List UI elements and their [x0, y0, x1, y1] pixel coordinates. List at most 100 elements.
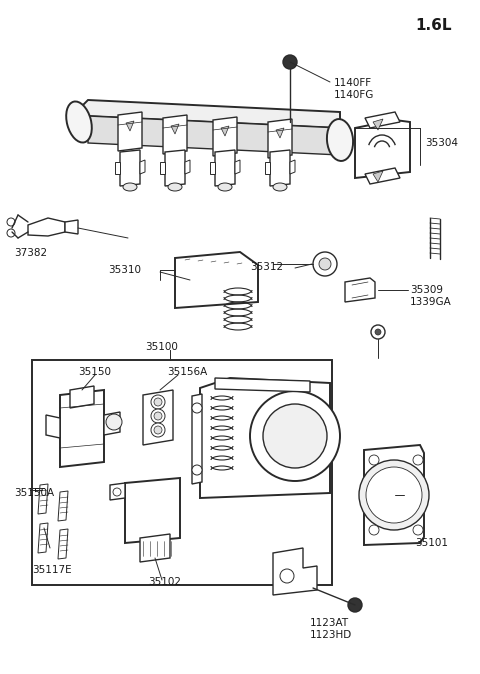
Polygon shape	[70, 386, 94, 408]
Polygon shape	[60, 390, 104, 467]
Ellipse shape	[273, 183, 287, 191]
Polygon shape	[46, 415, 60, 438]
Polygon shape	[38, 523, 48, 553]
Polygon shape	[213, 117, 237, 156]
Text: 35150: 35150	[78, 367, 111, 377]
Polygon shape	[58, 491, 68, 521]
Polygon shape	[221, 126, 229, 136]
Polygon shape	[345, 278, 375, 302]
Polygon shape	[140, 160, 145, 174]
Polygon shape	[126, 121, 134, 131]
Polygon shape	[268, 119, 292, 158]
Polygon shape	[290, 160, 295, 174]
Circle shape	[371, 325, 385, 339]
Text: 35312: 35312	[250, 262, 283, 272]
Circle shape	[151, 423, 165, 437]
Ellipse shape	[218, 183, 232, 191]
Circle shape	[154, 426, 162, 434]
Circle shape	[154, 398, 162, 406]
Polygon shape	[175, 252, 258, 308]
Circle shape	[413, 525, 423, 535]
Circle shape	[280, 569, 294, 583]
Ellipse shape	[327, 119, 353, 161]
Polygon shape	[215, 150, 235, 186]
Polygon shape	[215, 378, 310, 392]
Circle shape	[283, 55, 297, 69]
Text: 37382: 37382	[14, 248, 47, 258]
Text: 35102: 35102	[148, 577, 181, 587]
Circle shape	[106, 414, 122, 430]
Text: 1140FG: 1140FG	[334, 90, 374, 100]
Circle shape	[313, 252, 337, 276]
Circle shape	[7, 229, 15, 237]
Circle shape	[375, 329, 381, 335]
Polygon shape	[118, 112, 142, 151]
Polygon shape	[192, 394, 202, 484]
Polygon shape	[88, 116, 340, 155]
Polygon shape	[364, 445, 424, 545]
Polygon shape	[200, 378, 330, 498]
Polygon shape	[70, 100, 340, 128]
Text: 35304: 35304	[425, 138, 458, 148]
Circle shape	[154, 412, 162, 420]
Text: 1.6L: 1.6L	[415, 18, 452, 33]
Circle shape	[369, 455, 379, 465]
Text: 35101: 35101	[415, 538, 448, 548]
Circle shape	[413, 455, 423, 465]
Circle shape	[113, 488, 121, 496]
Circle shape	[151, 395, 165, 409]
Circle shape	[263, 404, 327, 468]
Polygon shape	[210, 162, 215, 174]
Text: 1140FF: 1140FF	[334, 78, 372, 88]
Polygon shape	[235, 160, 240, 174]
Text: 1123HD: 1123HD	[310, 630, 352, 640]
Circle shape	[151, 409, 165, 423]
Polygon shape	[365, 112, 400, 128]
Polygon shape	[185, 160, 190, 174]
Polygon shape	[273, 548, 317, 595]
Polygon shape	[355, 120, 410, 178]
Polygon shape	[276, 128, 284, 138]
Text: 35309: 35309	[410, 285, 443, 295]
Circle shape	[348, 598, 362, 612]
Circle shape	[7, 218, 15, 226]
Ellipse shape	[168, 183, 182, 191]
Polygon shape	[160, 162, 165, 174]
Text: 35117E: 35117E	[32, 565, 72, 575]
Text: 35100: 35100	[145, 342, 178, 352]
Bar	[32, 360, 332, 585]
Polygon shape	[140, 534, 170, 562]
Polygon shape	[265, 162, 270, 174]
Polygon shape	[143, 390, 173, 445]
Polygon shape	[58, 529, 68, 559]
Polygon shape	[120, 150, 140, 186]
Polygon shape	[163, 115, 187, 154]
Circle shape	[192, 465, 202, 475]
Text: 1339GA: 1339GA	[410, 297, 452, 307]
Polygon shape	[365, 168, 400, 184]
Polygon shape	[110, 483, 125, 500]
Polygon shape	[171, 124, 179, 134]
Polygon shape	[270, 150, 290, 186]
Circle shape	[369, 525, 379, 535]
Ellipse shape	[66, 102, 92, 142]
Polygon shape	[65, 220, 78, 234]
Polygon shape	[373, 171, 383, 182]
Text: 35150A: 35150A	[14, 488, 54, 498]
Polygon shape	[373, 119, 383, 130]
Polygon shape	[38, 484, 48, 514]
Circle shape	[366, 467, 422, 523]
Text: 35310: 35310	[108, 265, 141, 275]
Circle shape	[359, 460, 429, 530]
Ellipse shape	[123, 183, 137, 191]
Text: 35156A: 35156A	[167, 367, 207, 377]
Polygon shape	[28, 218, 65, 236]
Circle shape	[250, 391, 340, 481]
Circle shape	[319, 258, 331, 270]
Polygon shape	[125, 478, 180, 543]
Circle shape	[192, 403, 202, 413]
Polygon shape	[165, 150, 185, 186]
Polygon shape	[115, 162, 120, 174]
Text: 1123AT: 1123AT	[310, 618, 349, 628]
Polygon shape	[104, 412, 120, 435]
